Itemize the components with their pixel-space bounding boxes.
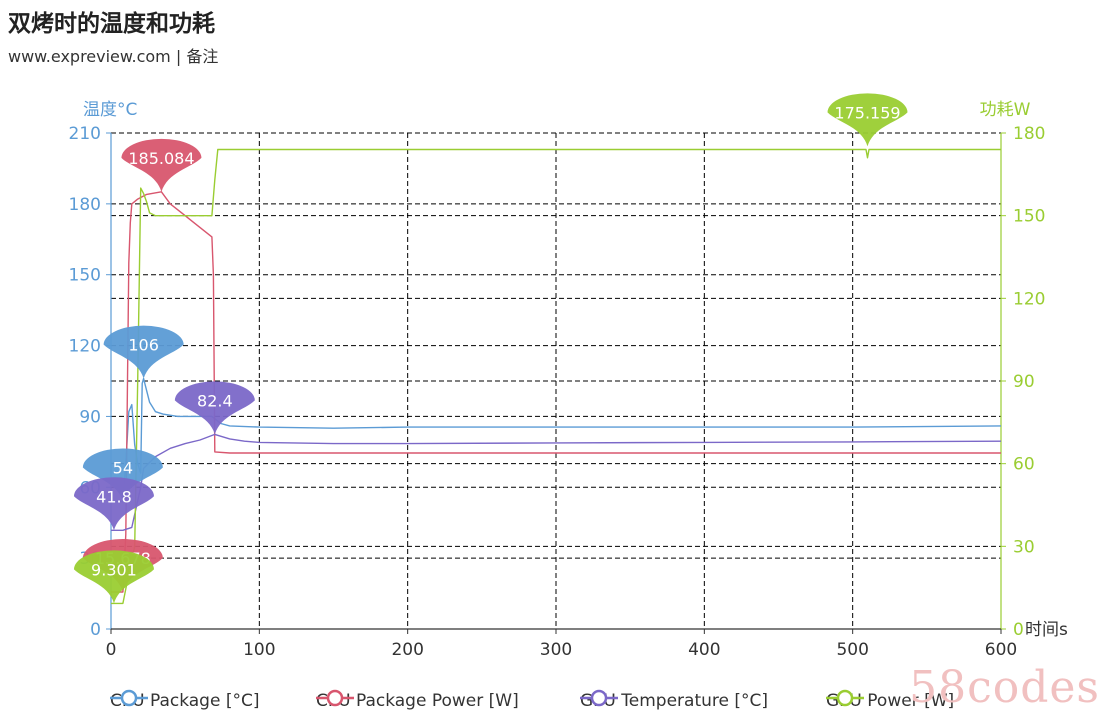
legend-label: GPU Power [W]	[826, 691, 955, 711]
legend-marker-icon	[110, 689, 148, 707]
annotation-bubble	[103, 325, 184, 379]
x-tick-label: 500	[836, 640, 868, 660]
y-left-tick-label: 0	[90, 620, 101, 640]
x-tick-label: 200	[391, 640, 423, 660]
annotation-label: 175.159	[834, 103, 900, 122]
annotation-bubble	[73, 550, 154, 604]
annotation-bubble	[82, 448, 163, 502]
series-line	[111, 148, 1001, 605]
y-left-tick-label: 90	[79, 407, 101, 427]
y-right-tick-label: 0	[1013, 620, 1024, 640]
annotation-bubble	[73, 477, 154, 531]
x-tick-label: 0	[106, 640, 117, 660]
legend-marker-icon	[580, 689, 618, 707]
legend-item[interactable]: GPU Temperature [°C]	[580, 688, 768, 714]
y-left-tick-label: 210	[69, 124, 101, 144]
annotation-bubble	[121, 138, 202, 192]
x-axis-label: 时间s	[1025, 620, 1068, 640]
y-right-tick-label: 60	[1013, 455, 1035, 475]
annotation-label: 106	[128, 336, 159, 355]
legend-label: GPU Temperature [°C]	[580, 691, 768, 711]
y-right-tick-label: 150	[1013, 207, 1045, 227]
y-left-tick-label: 180	[69, 195, 101, 215]
chart-legend: CPU Package [°C] CPU Package Power [W] GPU…	[0, 686, 1114, 716]
series-line	[111, 191, 1001, 593]
y-left-tick-label: 120	[69, 337, 101, 357]
legend-item[interactable]: CPU Package Power [W]	[316, 688, 519, 714]
chart-subtitle: www.expreview.com | 备注	[8, 47, 219, 66]
legend-marker-icon	[316, 689, 354, 707]
legend-item[interactable]: GPU Power [W]	[826, 688, 954, 714]
legend-label: CPU Package [°C]	[110, 691, 260, 711]
annotation-bubble	[174, 381, 255, 435]
legend-label: CPU Package Power [W]	[316, 691, 519, 711]
x-tick-label: 600	[985, 640, 1017, 660]
series-line	[111, 377, 1002, 503]
y-right-tick-label: 30	[1013, 537, 1035, 557]
chart-title: 双烤时的温度和功耗	[8, 11, 215, 37]
y-left-tick-label: 150	[69, 266, 101, 286]
legend-item[interactable]: CPU Package [°C]	[110, 688, 259, 714]
annotation-label: 9.301	[91, 560, 137, 579]
y-right-tick-label: 180	[1013, 124, 1045, 144]
chart-canvas: 0306090120150180210030609012015018001002…	[69, 93, 1068, 660]
annotation-bubble	[827, 93, 908, 147]
y-right-axis-label: 功耗W	[980, 100, 1031, 120]
y-right-tick-label: 120	[1013, 289, 1045, 309]
watermark: 58codes	[909, 662, 1100, 713]
legend-marker-icon	[826, 689, 864, 707]
annotation-label: 41.8	[96, 487, 132, 506]
x-tick-label: 400	[688, 640, 720, 660]
y-left-axis-label: 温度°C	[83, 100, 137, 120]
annotation-label: 82.4	[197, 391, 233, 410]
x-tick-label: 100	[243, 640, 275, 660]
x-tick-label: 300	[540, 640, 572, 660]
y-right-tick-label: 90	[1013, 372, 1035, 392]
annotation-label: 185.084	[128, 149, 194, 168]
annotation-label: 54	[113, 458, 133, 477]
